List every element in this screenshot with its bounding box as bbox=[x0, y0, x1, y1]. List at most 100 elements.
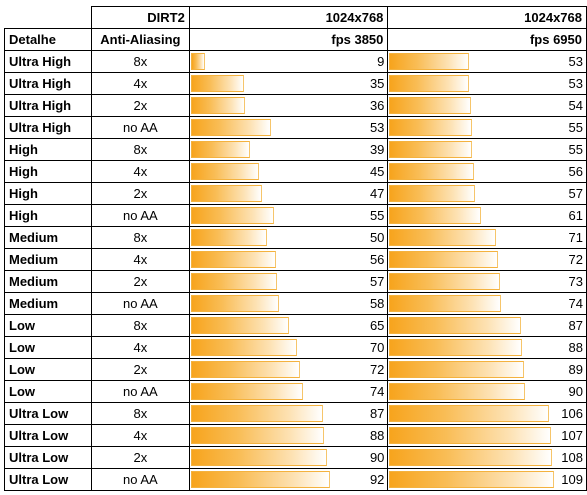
fps-cell-6950: 74 bbox=[387, 292, 587, 315]
fps-cell-3850: 50 bbox=[188, 226, 389, 249]
column-header-fps-3850: fps 3850 bbox=[188, 28, 389, 51]
column-header-detail: Detalhe bbox=[4, 28, 92, 51]
detail-cell: Low bbox=[4, 336, 92, 359]
fps-cell-6950: 72 bbox=[387, 248, 587, 271]
detail-cell: Ultra High bbox=[4, 72, 92, 95]
bar-6950 bbox=[389, 427, 552, 444]
fps-cell-6950: 109 bbox=[387, 468, 587, 491]
value-label-3850: 9 bbox=[377, 54, 385, 69]
detail-cell: Medium bbox=[4, 292, 92, 315]
value-label-3850: 92 bbox=[369, 472, 385, 487]
resolution-header-1: 1024x768 bbox=[188, 6, 389, 29]
aa-cell: 8x bbox=[90, 50, 190, 73]
value-label-3850: 87 bbox=[369, 406, 385, 421]
bar-6950 bbox=[389, 141, 473, 158]
table-row: High 4x 45 56 bbox=[4, 160, 587, 183]
fps-cell-6950: 55 bbox=[387, 116, 587, 139]
value-label-3850: 57 bbox=[369, 274, 385, 289]
value-label-6950: 53 bbox=[568, 54, 583, 69]
value-label-3850: 56 bbox=[369, 252, 385, 267]
detail-cell: Medium bbox=[4, 270, 92, 293]
fps-cell-3850: 70 bbox=[188, 336, 389, 359]
fps-cell-3850: 9 bbox=[188, 50, 389, 73]
aa-cell: 4x bbox=[90, 248, 190, 271]
fps-cell-6950: 107 bbox=[387, 424, 587, 447]
aa-cell: 4x bbox=[90, 424, 190, 447]
fps-cell-6950: 71 bbox=[387, 226, 587, 249]
fps-cell-6950: 106 bbox=[387, 402, 587, 425]
bar-6950 bbox=[389, 405, 550, 422]
value-label-3850: 39 bbox=[369, 142, 385, 157]
value-label-3850: 45 bbox=[369, 164, 385, 179]
detail-cell: Ultra High bbox=[4, 50, 92, 73]
table-row: Low 4x 70 88 bbox=[4, 336, 587, 359]
value-label-6950: 87 bbox=[568, 318, 583, 333]
bar-3850 bbox=[190, 185, 262, 202]
header-row-2: Detalhe Anti-Aliasing fps 3850 fps 6950 bbox=[4, 28, 587, 51]
value-label-3850: 36 bbox=[369, 98, 385, 113]
value-label-6950: 108 bbox=[561, 450, 583, 465]
value-label-3850: 72 bbox=[369, 362, 385, 377]
bar-3850 bbox=[190, 383, 303, 400]
table-row: Medium 4x 56 72 bbox=[4, 248, 587, 271]
table-row: Ultra Low 8x 87 106 bbox=[4, 402, 587, 425]
bar-3850 bbox=[190, 273, 277, 290]
bar-6950 bbox=[389, 339, 523, 356]
value-label-3850: 50 bbox=[369, 230, 385, 245]
detail-cell: Ultra High bbox=[4, 116, 92, 139]
aa-cell: 8x bbox=[90, 138, 190, 161]
fps-cell-3850: 57 bbox=[188, 270, 389, 293]
bar-3850 bbox=[190, 141, 250, 158]
header-blank-cell bbox=[4, 6, 92, 29]
bar-6950 bbox=[389, 251, 499, 268]
fps-cell-3850: 56 bbox=[188, 248, 389, 271]
bar-6950 bbox=[389, 229, 497, 246]
bar-3850 bbox=[190, 449, 327, 466]
fps-cell-6950: 87 bbox=[387, 314, 587, 337]
fps-cell-3850: 88 bbox=[188, 424, 389, 447]
bar-3850 bbox=[190, 339, 297, 356]
value-label-6950: 74 bbox=[568, 296, 583, 311]
bar-6950 bbox=[389, 449, 553, 466]
fps-cell-6950: 108 bbox=[387, 446, 587, 469]
bar-3850 bbox=[190, 295, 279, 312]
value-label-3850: 70 bbox=[369, 340, 385, 355]
value-label-3850: 55 bbox=[369, 208, 385, 223]
fps-cell-3850: 55 bbox=[188, 204, 389, 227]
bar-6950 bbox=[389, 471, 555, 488]
value-label-6950: 89 bbox=[568, 362, 583, 377]
table-row: Ultra Low no AA 92 109 bbox=[4, 468, 587, 491]
value-label-6950: 53 bbox=[568, 76, 583, 91]
bar-3850 bbox=[190, 471, 330, 488]
fps-cell-6950: 53 bbox=[387, 50, 587, 73]
value-label-6950: 55 bbox=[568, 142, 583, 157]
bar-6950 bbox=[389, 207, 482, 224]
value-label-3850: 35 bbox=[369, 76, 385, 91]
fps-cell-3850: 45 bbox=[188, 160, 389, 183]
bar-6950 bbox=[389, 53, 470, 70]
aa-cell: 4x bbox=[90, 160, 190, 183]
detail-cell: High bbox=[4, 182, 92, 205]
value-label-3850: 90 bbox=[369, 450, 385, 465]
value-label-6950: 72 bbox=[568, 252, 583, 267]
fps-cell-3850: 53 bbox=[188, 116, 389, 139]
value-label-3850: 53 bbox=[369, 120, 385, 135]
table-row: Medium no AA 58 74 bbox=[4, 292, 587, 315]
bar-3850 bbox=[190, 427, 324, 444]
table-row: Low no AA 74 90 bbox=[4, 380, 587, 403]
table-row: Ultra Low 4x 88 107 bbox=[4, 424, 587, 447]
bar-6950 bbox=[389, 383, 526, 400]
column-header-aa: Anti-Aliasing bbox=[90, 28, 190, 51]
table-row: High no AA 55 61 bbox=[4, 204, 587, 227]
table-row: Low 8x 65 87 bbox=[4, 314, 587, 337]
value-label-6950: 55 bbox=[568, 120, 583, 135]
value-label-6950: 90 bbox=[568, 384, 583, 399]
detail-cell: Medium bbox=[4, 248, 92, 271]
bar-3850 bbox=[190, 97, 245, 114]
table-row: Ultra High 2x 36 54 bbox=[4, 94, 587, 117]
resolution-header-2: 1024x768 bbox=[387, 6, 587, 29]
value-label-3850: 74 bbox=[369, 384, 385, 399]
bar-6950 bbox=[389, 317, 522, 334]
column-header-fps-6950: fps 6950 bbox=[387, 28, 587, 51]
table-row: Ultra High 8x 9 53 bbox=[4, 50, 587, 73]
